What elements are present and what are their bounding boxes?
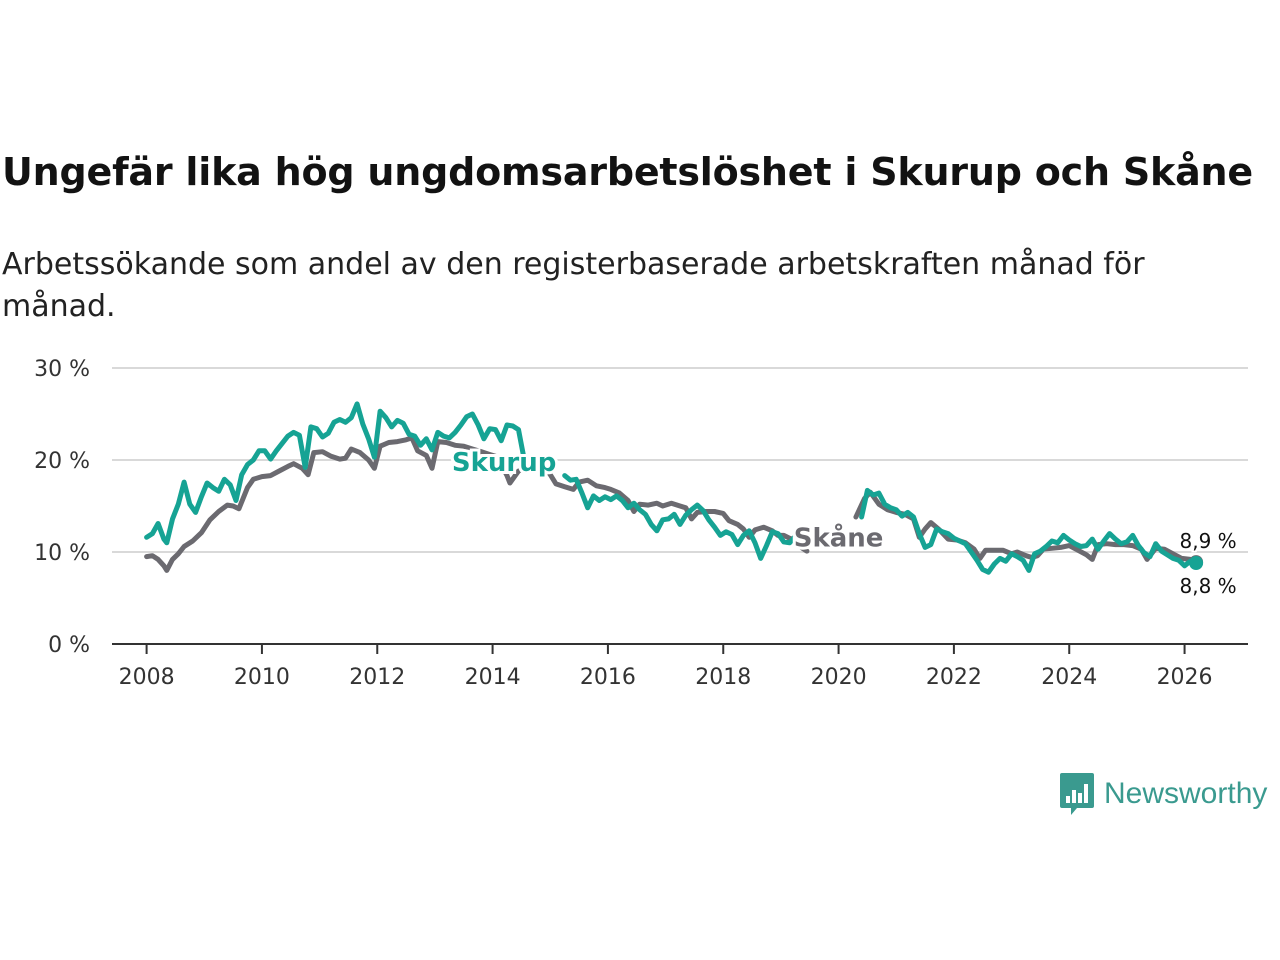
series-line-skurup <box>859 487 1199 575</box>
x-tick-label: 2020 <box>811 665 867 690</box>
y-tick-label: 20 % <box>34 449 90 474</box>
end-value-label-skurup: 8,8 % <box>1180 574 1237 598</box>
y-axis: 0 % 10 % 20 % 30 % <box>34 357 90 658</box>
y-tick-label: 0 % <box>48 633 90 658</box>
x-axis: 2008 2010 2012 2014 2016 2018 2020 2022 2024 2026 <box>112 643 1248 690</box>
series-endpoint-skurup <box>1189 556 1204 571</box>
newsworthy-logo-text: Newsworthy <box>1104 777 1268 810</box>
newsworthy-logo-icon <box>1060 773 1094 815</box>
chart-subtitle: Arbetssökande som andel av den registerb… <box>2 247 1145 324</box>
chart-title: Ungefär lika hög ungdomsarbetslöshet i S… <box>2 150 1253 194</box>
x-tick-label: 2018 <box>695 665 751 690</box>
x-tick-label: 2008 <box>119 665 175 690</box>
series-label-skurup: Skurup <box>452 448 556 478</box>
series-labels: Skåne Skurup 8,8 % 8,9 % <box>449 445 1239 600</box>
series-lines <box>144 401 1204 575</box>
newsworthy-logo[interactable]: Newsworthy <box>1058 772 1267 816</box>
end-value-label-skane: 8,9 % <box>1180 529 1237 553</box>
series-line-skurup <box>144 401 527 546</box>
series-line-skurup <box>562 473 804 561</box>
x-tick-label: 2014 <box>465 665 521 690</box>
x-tick-label: 2024 <box>1041 665 1097 690</box>
x-tick-label: 2026 <box>1157 665 1213 690</box>
x-tick-label: 2016 <box>580 665 636 690</box>
x-tick-label: 2010 <box>234 665 290 690</box>
series-label-skane: Skåne <box>794 521 884 553</box>
y-tick-label: 30 % <box>34 357 90 382</box>
line-chart: 0 % 10 % 20 % 30 % 2008 2010 2012 2014 2016 2018… <box>34 357 1248 690</box>
x-tick-label: 2022 <box>926 665 982 690</box>
x-tick-label: 2012 <box>349 665 405 690</box>
y-tick-label: 10 % <box>34 541 90 566</box>
